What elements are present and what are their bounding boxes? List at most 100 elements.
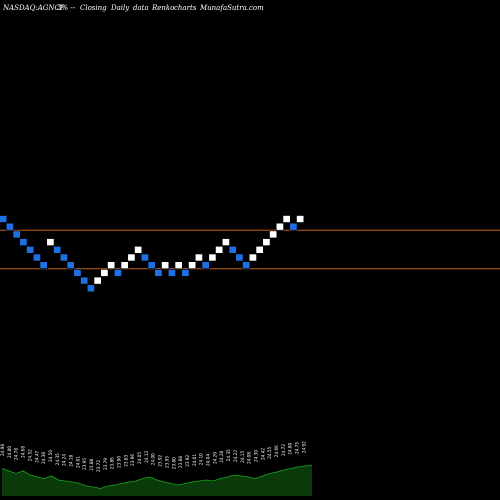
brick-19 <box>120 261 129 270</box>
brick-16 <box>100 269 109 277</box>
value-label-40: 24.55 <box>267 446 272 458</box>
brick-7 <box>39 261 48 270</box>
value-label-5: 24.52 <box>27 449 32 461</box>
volume-edge <box>1 464 313 489</box>
brick-20 <box>127 253 136 262</box>
header-data: data <box>133 4 149 12</box>
renko-bricks <box>0 215 305 293</box>
value-label-31: 24.04 <box>206 454 211 466</box>
value-label-37: 24.08 <box>247 452 252 464</box>
brick-40 <box>262 238 271 246</box>
brick-1 <box>0 215 8 223</box>
value-label-43: 24.80 <box>288 442 293 454</box>
brick-2 <box>5 222 14 231</box>
brick-10 <box>59 253 68 262</box>
value-label-19: 23.83 <box>123 454 128 466</box>
value-label-41: 24.66 <box>274 445 279 457</box>
brick-30 <box>194 253 203 262</box>
brick-33 <box>215 246 224 254</box>
date-value-labels: 24.98 24.80 24.78 24.68 24.52 24.47 24.38 24.50… <box>0 441 306 472</box>
value-label-26: 23.80 <box>171 457 176 469</box>
volume-area <box>1 464 313 496</box>
value-label-27: 23.88 <box>178 456 183 468</box>
brick-39 <box>255 246 264 254</box>
brick-4 <box>19 238 28 246</box>
brick-22 <box>140 253 149 262</box>
brick-26 <box>167 269 176 277</box>
brick-37 <box>242 261 251 270</box>
brick-24 <box>154 269 163 277</box>
brick-11 <box>66 261 75 270</box>
brick-18 <box>113 269 122 277</box>
value-label-6: 24.47 <box>34 450 39 462</box>
brick-21 <box>134 246 143 254</box>
header-change: 3% -- <box>57 4 76 12</box>
header-symbol: NASDAQ:AGNCP <box>2 4 65 12</box>
brick-34 <box>221 238 230 246</box>
brick-27 <box>174 261 183 270</box>
brick-42 <box>275 222 284 231</box>
value-label-24: 23.92 <box>158 454 163 466</box>
value-label-11: 24.18 <box>69 454 74 466</box>
header-closing: Closing <box>80 4 107 12</box>
brick-3 <box>12 230 21 239</box>
brick-44 <box>289 222 298 231</box>
volume-fill <box>2 465 312 496</box>
brick-43 <box>282 215 291 223</box>
chart-header: NASDAQ:AGNCP 3% -- Closing Daily data Re… <box>2 4 264 12</box>
brick-15 <box>93 276 102 285</box>
value-label-13: 23.95 <box>82 458 87 470</box>
value-label-12: 24.01 <box>75 456 80 468</box>
brick-25 <box>161 261 170 270</box>
value-label-33: 24.28 <box>219 450 224 462</box>
value-label-1: 24.98 <box>0 444 5 456</box>
brick-12 <box>73 269 82 277</box>
value-label-17: 23.86 <box>110 457 115 469</box>
value-label-15: 23.72 <box>96 460 101 472</box>
value-label-29: 24.01 <box>192 454 197 466</box>
value-label-32: 24.20 <box>212 452 217 464</box>
brick-41 <box>269 230 278 239</box>
value-label-3: 24.78 <box>14 448 19 460</box>
brick-5 <box>26 246 35 254</box>
brick-36 <box>235 253 244 262</box>
header-site: MunafaSutra.com <box>199 4 264 12</box>
value-label-4: 24.68 <box>21 446 26 458</box>
value-label-38: 24.30 <box>253 450 258 462</box>
value-label-18: 23.90 <box>116 456 121 468</box>
value-label-30: 24.10 <box>199 453 204 465</box>
brick-29 <box>188 261 197 270</box>
value-label-20: 23.96 <box>130 454 135 466</box>
brick-28 <box>181 269 190 277</box>
value-label-9: 24.35 <box>55 453 60 465</box>
value-label-2: 24.80 <box>7 446 12 458</box>
value-label-42: 24.72 <box>281 444 286 456</box>
brick-45 <box>296 215 305 223</box>
value-label-35: 24.22 <box>233 450 238 462</box>
brick-38 <box>248 253 257 262</box>
header-period: Daily <box>110 4 130 12</box>
value-label-44: 24.75 <box>295 442 300 454</box>
value-label-23: 24.00 <box>151 453 156 465</box>
value-label-22: 24.12 <box>144 450 149 462</box>
brick-17 <box>107 261 116 270</box>
brick-6 <box>32 253 41 262</box>
header-charts: charts <box>174 4 197 12</box>
value-label-21: 24.05 <box>137 452 142 464</box>
brick-31 <box>201 261 210 270</box>
value-label-7: 24.38 <box>41 452 46 464</box>
brick-35 <box>228 246 237 254</box>
brick-8 <box>46 238 55 246</box>
value-label-8: 24.50 <box>48 450 53 462</box>
brick-13 <box>80 276 89 285</box>
value-label-45: 24.92 <box>301 441 306 453</box>
value-label-28: 23.92 <box>185 454 190 466</box>
value-label-10: 24.24 <box>62 454 67 466</box>
value-label-34: 24.35 <box>226 449 231 461</box>
brick-23 <box>147 261 156 270</box>
value-label-36: 24.15 <box>240 450 245 462</box>
value-label-16: 23.79 <box>103 458 108 470</box>
value-label-25: 23.95 <box>164 456 169 468</box>
value-label-14: 23.88 <box>89 458 94 470</box>
